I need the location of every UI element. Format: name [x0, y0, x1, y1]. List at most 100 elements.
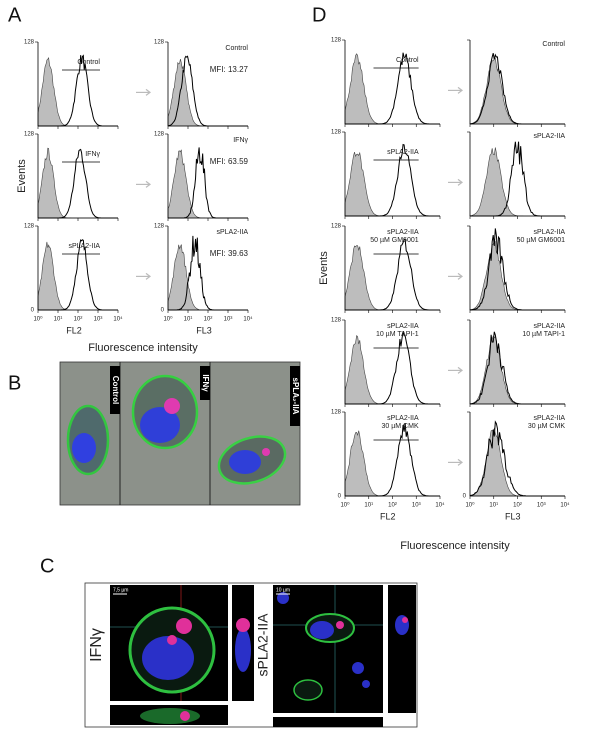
- x-tick-label: 10³: [537, 503, 546, 509]
- x-tick-label: 10⁰: [33, 316, 43, 323]
- y-max-label: 128: [331, 318, 342, 324]
- sample-label: IFNγ: [85, 151, 100, 158]
- y-max-label: 128: [331, 224, 342, 230]
- y-max-label: 128: [24, 132, 35, 138]
- control-histogram: [469, 335, 565, 405]
- sample-label: 30 µM CMK: [382, 423, 419, 430]
- condition-label: IFNγ: [201, 374, 210, 392]
- arrow-head: [457, 178, 463, 186]
- y-min-label: 0: [31, 308, 35, 314]
- y-max-label: 128: [24, 224, 35, 230]
- x-tick-label: 10⁰: [163, 316, 173, 323]
- channel-label: FL3: [196, 325, 212, 335]
- x-tick-label: 10⁴: [560, 502, 570, 509]
- panel-b-image: [59, 361, 301, 506]
- x-tick-label: 10⁴: [435, 502, 445, 509]
- condition-label: sPLA2-IIA: [255, 613, 271, 677]
- control-histogram: [344, 53, 440, 125]
- control-histogram: [469, 239, 565, 311]
- x-tick-label: 10⁴: [243, 316, 253, 323]
- condition-label: sPLA₂-IIA: [291, 378, 300, 415]
- control-histogram: [344, 334, 440, 405]
- sample-label: sPLA2-IIA: [387, 323, 419, 330]
- arrow-head: [145, 272, 151, 280]
- channel-label: FL2: [380, 511, 396, 521]
- y-max-label: 128: [154, 132, 165, 138]
- sample-label: 30 µM CMK: [528, 423, 565, 430]
- sample-label: 10 µM TAPI-1: [522, 331, 565, 338]
- control-histogram: [37, 57, 118, 127]
- mfi-label: MFI: 13.27: [210, 65, 249, 74]
- channel-label: FL3: [505, 511, 521, 521]
- sample-label: sPLA2-IIA: [533, 229, 565, 236]
- sample-label: Control: [542, 41, 565, 48]
- sample-label: Control: [77, 59, 100, 66]
- y-max-label: 128: [154, 224, 165, 230]
- sample-label: Control: [396, 57, 419, 64]
- y-max-label: 128: [331, 130, 342, 136]
- sample-label: sPLA2-IIA: [387, 149, 419, 156]
- sample-label: sPLA2-IIA: [68, 243, 100, 250]
- scale-bar-label: 7,5 µm: [113, 587, 128, 593]
- sample-label: sPLA2-IIA: [387, 229, 419, 236]
- control-histogram: [37, 241, 118, 311]
- control-histogram: [344, 430, 440, 497]
- x-tick-label: 10¹: [184, 317, 193, 323]
- sample-label: sPLA2-IIA: [216, 229, 248, 236]
- control-histogram: [344, 245, 440, 311]
- y-min-label: 0: [161, 308, 165, 314]
- condition-label: Control: [111, 376, 120, 404]
- mfi-label: MFI: 39.63: [210, 249, 249, 258]
- arrow-head: [145, 88, 151, 96]
- arrow-head: [457, 86, 463, 94]
- control-histogram: [469, 57, 565, 125]
- y-min-label: 0: [338, 494, 342, 500]
- x-tick-label: 10²: [388, 503, 397, 509]
- panel-c-image: [84, 582, 418, 728]
- x-tick-label: 10¹: [364, 503, 373, 509]
- y-axis-title: Events: [16, 159, 28, 193]
- sample-label: 50 µM GM6001: [370, 237, 418, 244]
- control-histogram: [37, 147, 118, 219]
- x-tick-label: 10²: [513, 503, 522, 509]
- arrow-head: [457, 366, 463, 374]
- panel-letter: A: [8, 4, 22, 26]
- x-tick-label: 10²: [204, 317, 213, 323]
- x-tick-label: 10¹: [489, 503, 498, 509]
- y-min-label: 0: [463, 494, 467, 500]
- panel-letter: C: [40, 555, 54, 577]
- y-max-label: 128: [331, 410, 342, 416]
- x-tick-label: 10²: [74, 317, 83, 323]
- sample-label: sPLA2-IIA: [533, 323, 565, 330]
- scale-bar-label: 10 µm: [276, 587, 290, 593]
- x-axis-title: Fluorescence intensity: [400, 540, 510, 552]
- x-tick-label: 10¹: [54, 317, 63, 323]
- y-max-label: 128: [154, 40, 165, 46]
- sample-label: 10 µM TAPI-1: [376, 331, 419, 338]
- y-axis-title: Events: [318, 251, 330, 285]
- sample-label: IFNγ: [233, 137, 248, 144]
- x-tick-label: 10⁰: [465, 502, 475, 509]
- x-axis-title: Fluorescence intensity: [88, 342, 198, 354]
- control-histogram: [469, 427, 565, 497]
- x-tick-label: 10³: [224, 317, 233, 323]
- x-tick-label: 10³: [94, 317, 103, 323]
- mfi-label: MFI: 63.59: [210, 157, 249, 166]
- condition-label: IFNγ: [88, 628, 105, 662]
- y-max-label: 128: [24, 40, 35, 46]
- sample-label: sPLA2-IIA: [533, 415, 565, 422]
- channel-label: FL2: [66, 325, 82, 335]
- y-max-label: 128: [331, 38, 342, 44]
- sample-label: sPLA2-IIA: [387, 415, 419, 422]
- panel-letter: B: [8, 372, 21, 394]
- arrow-head: [145, 180, 151, 188]
- arrow-head: [457, 272, 463, 280]
- control-histogram: [344, 151, 440, 217]
- sample-label: sPLA2-IIA: [533, 133, 565, 140]
- panel-letter: D: [312, 4, 326, 26]
- x-tick-label: 10³: [412, 503, 421, 509]
- x-tick-label: 10⁴: [113, 316, 123, 323]
- control-histogram: [469, 147, 565, 217]
- x-tick-label: 10⁰: [340, 502, 350, 509]
